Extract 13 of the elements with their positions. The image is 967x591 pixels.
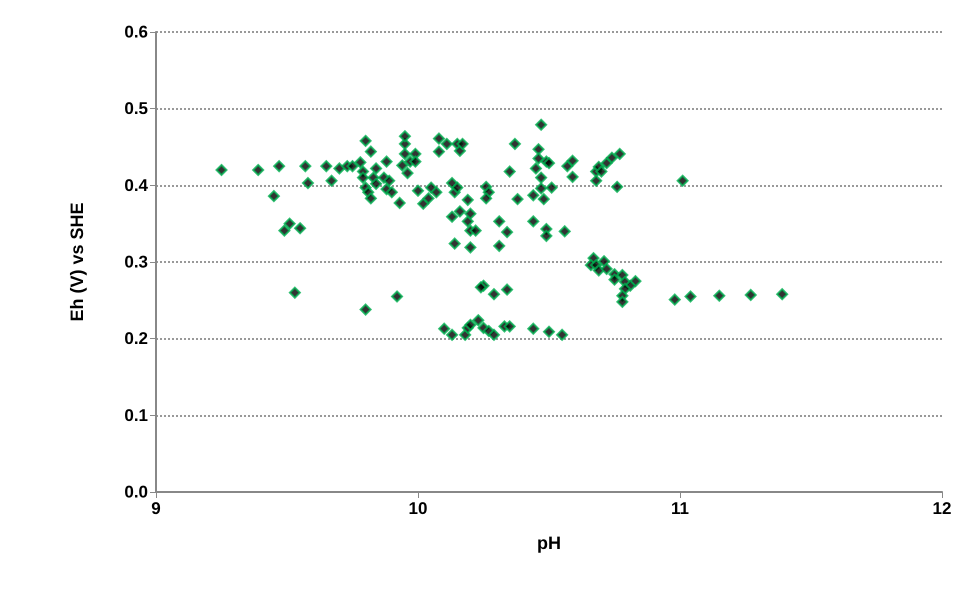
- x-tick-label: 11: [671, 499, 689, 518]
- y-tick-label: 0.1: [124, 406, 148, 425]
- x-tick-label: 10: [408, 499, 428, 518]
- y-axis-title: Eh (V) vs SHE: [67, 202, 87, 322]
- y-tick-label: 0.3: [124, 252, 148, 272]
- y-tick-label: 0.0: [124, 482, 148, 502]
- y-tick-label: 0.5: [124, 99, 148, 118]
- y-tick-label: 0.4: [124, 176, 149, 195]
- x-tick-label: 9: [151, 499, 161, 518]
- y-tick-label: 0.2: [124, 329, 148, 348]
- y-tick-label: 0.6: [124, 22, 148, 42]
- x-tick-label: 12: [932, 499, 952, 518]
- x-axis-title: pH: [537, 533, 561, 553]
